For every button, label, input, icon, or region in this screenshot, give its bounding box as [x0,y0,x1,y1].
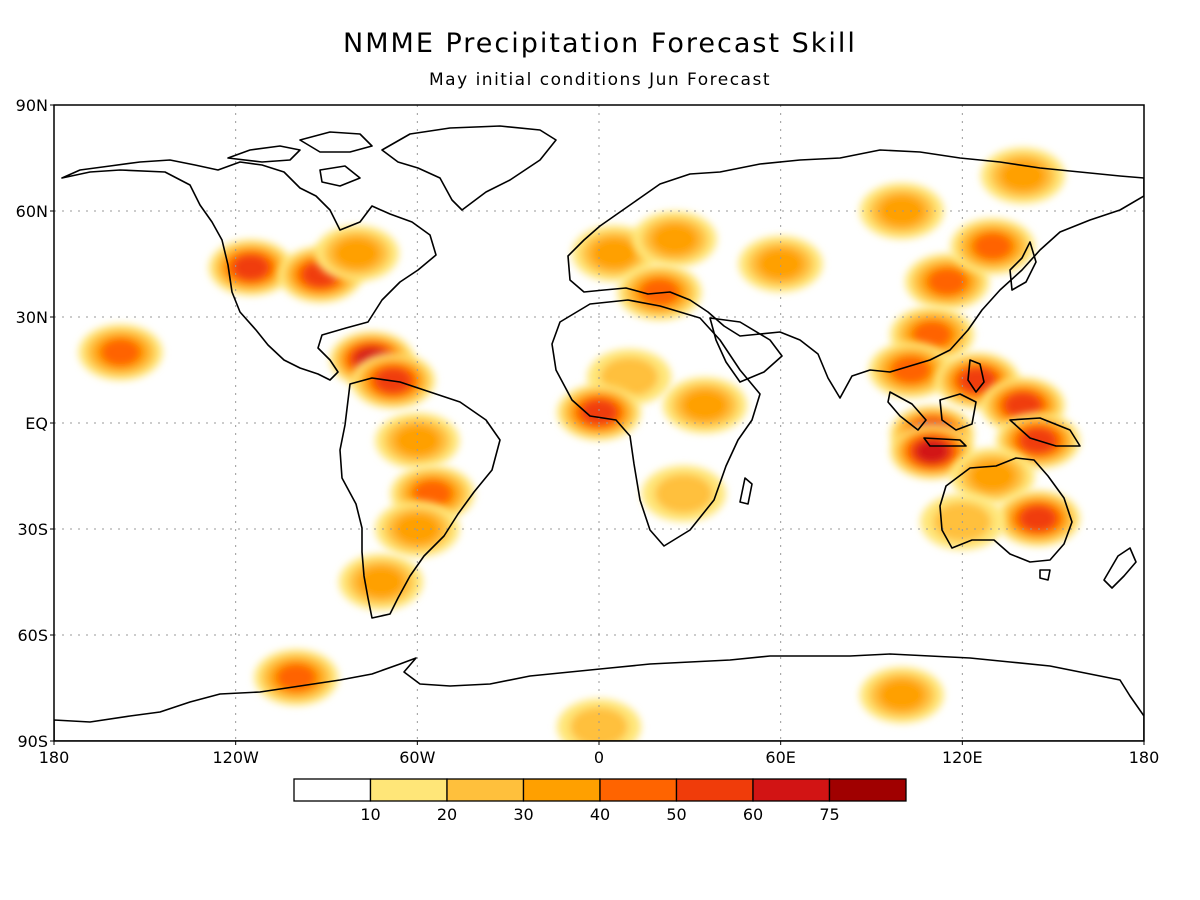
lat-tick-label: 30S [17,520,48,539]
coast-sumatra [887,391,927,431]
colorbar-label: 10 [360,805,380,824]
skill-contour [927,268,968,296]
skill-region [662,377,747,434]
skill-contour [651,223,698,256]
lon-tick-label: 0 [594,748,604,767]
lat-tick-label: 60N [16,202,48,221]
skill-region [868,342,953,398]
colorbar-swatch [675,778,754,802]
skill-contour [357,566,405,598]
coast-antarctica [54,653,1144,741]
map-title: NMME Precipitation Forecast Skill [343,28,857,59]
skill-region [859,667,944,724]
skill-contour [999,159,1046,192]
skill-contour [912,321,952,349]
lat-tick-label: 30N [16,308,48,327]
coast-africa [551,299,761,547]
skill-contour [878,679,925,711]
coast-arctic-islands [227,131,373,187]
skill-region [632,211,717,268]
colorbar-swatch [752,778,831,802]
skill-contour [1005,393,1041,418]
skill-contour [969,460,1016,492]
skill-contour [972,232,1013,260]
coast-arabia [709,317,783,383]
skill-contour [100,338,141,366]
coast-japan [1009,241,1037,291]
skill-region [980,147,1065,204]
skill-region [314,225,399,282]
skill-contour [570,707,628,741]
coast-tasmania [1039,569,1051,581]
colorbar-label: 50 [666,805,686,824]
skill-region [641,465,726,522]
colorbar-label: 60 [743,805,763,824]
skill-contour [233,255,269,280]
skill-region [859,183,944,239]
lon-tick-label: 180 [1129,748,1160,767]
skill-contour [878,195,925,227]
lon-tick-label: 60W [399,748,435,767]
colorbar-label: 75 [819,805,839,824]
lat-tick-label: 60S [17,626,48,645]
colorbar-swatch [522,778,601,802]
skill-region [950,448,1035,504]
skill-contour [333,237,380,270]
coast-borneo [939,393,977,431]
skill-contour [915,439,949,463]
coast-java [923,437,967,447]
colorbar-label: 20 [437,805,457,824]
colorbar-label: 40 [590,805,610,824]
coast-greenland [381,125,557,211]
skill-region [996,490,1081,547]
skill-region [557,384,641,441]
coast-madagascar [739,477,753,505]
colorbar-label: 30 [513,805,533,824]
skill-contour [654,474,713,514]
colorbar: 10 20 30 40 50 60 75 [293,778,907,824]
skill-contour [681,389,729,422]
skill-contour [412,480,453,508]
coastlines [54,125,1144,741]
coast-philippines [967,359,985,393]
lat-tick-label: EQ [25,414,48,433]
colorbar-swatch [828,778,907,802]
skill-region [557,698,641,741]
skill-contour [1020,506,1056,531]
lon-tick-label: 120E [942,748,983,767]
skill-field [78,147,1081,741]
skill-region [254,649,339,706]
skill-contour [591,237,638,270]
skill-region [339,554,423,610]
lon-tick-label: 60E [765,748,795,767]
colorbar-swatch [293,778,372,802]
skill-contour [757,248,804,280]
graticule [54,105,1144,741]
skill-region [375,412,460,469]
coast-new-guinea [1009,417,1081,447]
colorbar-swatch [599,778,678,802]
lon-tick-label: 180 [39,748,70,767]
coast-south-america [339,377,501,619]
skill-region [78,324,163,381]
skill-region [890,423,975,480]
skill-region [950,218,1035,275]
coast-new-zealand [1103,547,1137,589]
colorbar-swatch [446,778,525,802]
coast-eurasia [567,149,1144,399]
skill-contour [394,424,441,457]
skill-contour [276,663,317,692]
skill-region [738,236,823,292]
coast-australia [939,457,1073,563]
lon-tick-label: 120W [212,748,259,767]
coast-north-america [61,159,437,381]
lat-tick-label: 90S [17,732,48,751]
lat-tick-label: 90N [16,96,48,115]
map-subtitle: May initial conditions Jun Forecast [429,70,771,90]
colorbar-swatch [369,778,448,802]
